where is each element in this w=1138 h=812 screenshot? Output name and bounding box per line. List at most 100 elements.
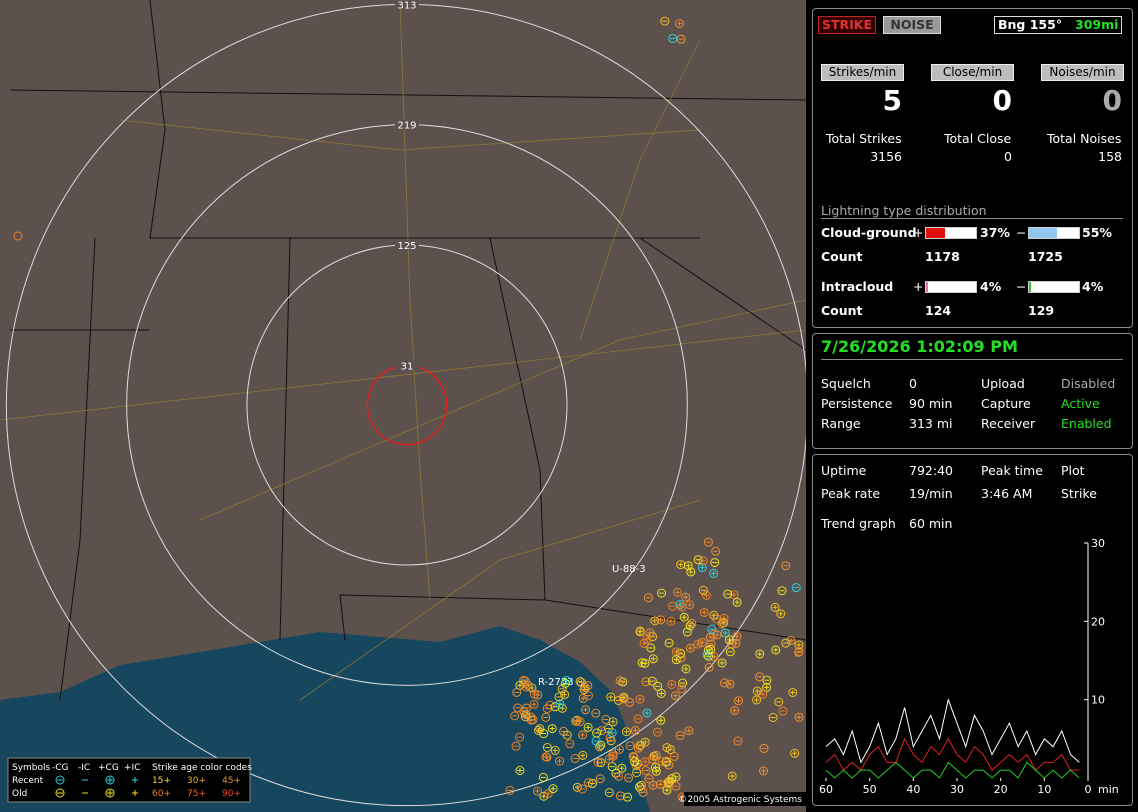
ring-label-bg xyxy=(395,0,419,10)
strike-marker xyxy=(730,706,740,716)
strike-marker xyxy=(587,779,597,789)
strike-marker xyxy=(653,681,663,691)
strike-marker xyxy=(579,685,589,695)
y-tick-label: 30 xyxy=(1091,537,1105,550)
strike-marker xyxy=(625,741,635,751)
strike-marker xyxy=(606,692,616,702)
strike-marker xyxy=(706,644,716,654)
x-tick-label: 20 xyxy=(994,783,1008,796)
rate-value: 0 xyxy=(992,84,1012,117)
legend-text: +CG xyxy=(98,763,119,773)
strike-marker xyxy=(645,628,655,638)
strike-marker xyxy=(623,792,633,802)
strike-marker xyxy=(592,728,602,738)
stat-text: 19/min xyxy=(909,486,953,501)
strike-marker xyxy=(656,688,666,698)
strike-marker xyxy=(717,619,727,629)
count: 129 xyxy=(1028,303,1055,318)
roads xyxy=(0,0,806,701)
ring-label: 219 xyxy=(397,121,416,132)
status-label: Receiver xyxy=(981,416,1036,431)
strike-marker xyxy=(663,777,673,787)
strike-marker xyxy=(513,703,523,713)
strike-marker xyxy=(678,678,688,688)
strike-marker xyxy=(734,696,744,706)
stat-text: Uptime xyxy=(821,463,867,478)
strike-marker xyxy=(583,691,593,701)
strike-marker xyxy=(578,730,588,740)
strike-marker xyxy=(733,736,743,746)
count-label: Count xyxy=(821,303,863,318)
strike-marker xyxy=(533,726,543,736)
strike-marker xyxy=(686,567,696,577)
strike-marker xyxy=(794,640,804,650)
strike-marker xyxy=(777,586,787,596)
strike-marker xyxy=(638,787,648,797)
legend-text: Symbols xyxy=(12,763,51,773)
stat-label: Trend graph xyxy=(821,516,896,531)
strike-marker xyxy=(560,690,570,700)
status-value: Active xyxy=(1061,396,1100,411)
strike-marker xyxy=(664,776,674,786)
strike-marker xyxy=(698,585,708,595)
strike-marker xyxy=(635,694,645,704)
strike-marker xyxy=(541,712,551,722)
strike-marker xyxy=(562,730,572,740)
strike-marker xyxy=(613,695,623,705)
strike-marker xyxy=(724,635,734,645)
trend-line xyxy=(825,761,1080,779)
strike-marker xyxy=(650,616,660,626)
state-borders xyxy=(9,0,806,701)
strike-marker xyxy=(729,590,739,600)
ring-label: 313 xyxy=(397,0,416,11)
strike-marker xyxy=(629,752,639,762)
bar-fill xyxy=(1029,228,1057,238)
percent: 4% xyxy=(1082,279,1104,294)
strike-marker xyxy=(670,691,680,701)
strike-marker xyxy=(529,689,539,699)
strike-marker xyxy=(669,751,679,761)
strike-marker xyxy=(697,563,707,573)
strike-marker xyxy=(555,699,565,709)
strike-marker xyxy=(630,757,640,767)
strike-marker xyxy=(759,766,769,776)
strike-marker xyxy=(771,645,781,655)
strike-marker xyxy=(538,772,548,782)
strike-marker xyxy=(786,635,796,645)
strike-markers xyxy=(13,16,804,802)
strike-marker xyxy=(711,546,721,556)
strike-marker xyxy=(707,624,717,634)
noise-button[interactable]: NOISE xyxy=(883,16,941,34)
legend-text: 15+ xyxy=(152,776,171,786)
status-value: 0 xyxy=(909,376,917,391)
strike-marker xyxy=(512,687,522,697)
strike-marker xyxy=(614,771,624,781)
strike-marker xyxy=(577,784,587,794)
rate-header: Close/min xyxy=(931,64,1014,81)
strike-marker xyxy=(687,618,697,628)
strike-marker xyxy=(668,33,678,43)
strike-marker xyxy=(646,643,656,653)
ring-label-bg xyxy=(395,119,419,130)
strike-marker xyxy=(719,678,729,688)
rate-value: 0 xyxy=(1102,84,1122,117)
strike-button[interactable]: STRIKE xyxy=(818,16,876,34)
strike-marker xyxy=(511,741,521,751)
strike-marker xyxy=(635,627,645,637)
range-rings: 313 219 125 31 xyxy=(5,0,806,807)
strike-marker xyxy=(565,739,575,749)
strike-marker xyxy=(505,785,515,795)
airspace-label: R-2753 xyxy=(538,677,574,688)
legend-text: 45+ xyxy=(222,776,241,786)
strike-marker xyxy=(575,717,585,727)
strike-marker xyxy=(755,649,765,659)
strike-marker xyxy=(788,687,798,697)
strike-marker xyxy=(644,774,654,784)
divider xyxy=(821,218,1123,219)
strike-marker xyxy=(712,630,722,640)
strike-marker xyxy=(693,639,703,649)
strike-marker xyxy=(732,597,742,607)
stat-text: 792:40 xyxy=(909,463,953,478)
legend-text: +IC xyxy=(124,763,140,773)
bar-track xyxy=(1028,281,1080,293)
